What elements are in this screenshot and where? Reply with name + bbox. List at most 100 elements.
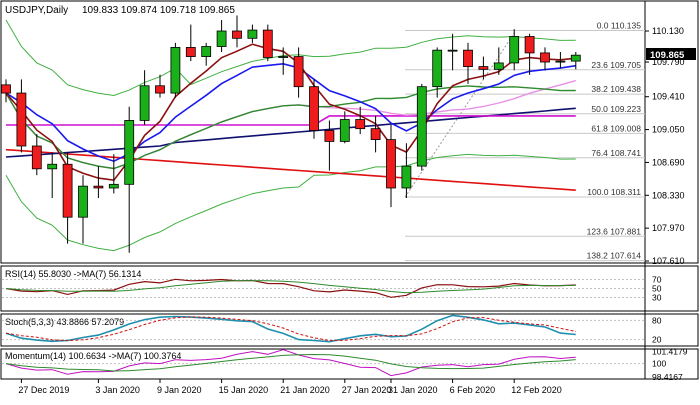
rsi-tick-label: 70 bbox=[652, 275, 662, 285]
momentum-line bbox=[5, 349, 576, 377]
fib-label: 100.0 108.311 bbox=[587, 187, 641, 197]
price-tick-label: 109.410 bbox=[652, 92, 685, 102]
ohlc-label: 109.833 109.874 109.718 109.865 bbox=[82, 5, 235, 16]
ma-10 bbox=[5, 62, 576, 163]
fib-label: 23.6 109.705 bbox=[591, 60, 641, 70]
candle-body bbox=[432, 49, 443, 88]
x-tick-label: 15 Jan 2020 bbox=[219, 385, 269, 395]
rsi-tick-label: 50 bbox=[652, 284, 662, 294]
price-tick-label: 108.690 bbox=[652, 157, 685, 167]
candle-body bbox=[232, 30, 242, 39]
candle-body bbox=[339, 119, 350, 142]
price-tick-label: 110.130 bbox=[652, 26, 684, 36]
fib-label: 138.2 107.614 bbox=[587, 251, 642, 261]
momentum-tick-label: 101.4179 bbox=[652, 346, 688, 356]
candle-body bbox=[524, 36, 535, 54]
candle-body bbox=[309, 86, 319, 131]
momentum-layer: 101.4179 100 98.4167 bbox=[2, 346, 688, 382]
candle-body bbox=[278, 56, 289, 58]
candle-body bbox=[401, 165, 412, 189]
candle-body bbox=[1, 84, 11, 94]
candle-body bbox=[293, 56, 304, 88]
stoch-d-line bbox=[5, 316, 576, 342]
x-tick-label: 31 Jan 2020 bbox=[388, 385, 438, 395]
candle-body bbox=[78, 185, 88, 218]
stoch-layer: 80 20 bbox=[2, 314, 662, 345]
x-tick-label: 27 Jan 2020 bbox=[342, 385, 392, 395]
price-tick-label: 108.330 bbox=[652, 190, 685, 200]
momentum-tick-label: 98.4167 bbox=[652, 372, 683, 382]
candle-body bbox=[478, 66, 489, 70]
momentum-ma-line bbox=[5, 353, 576, 372]
candle-body bbox=[170, 47, 181, 94]
momentum-title: Momentum(14) 100.6634 ->MA(7) 100.3764 bbox=[5, 351, 181, 361]
current-price-box bbox=[646, 48, 696, 60]
momentum-tick-label: 100 bbox=[652, 359, 666, 369]
momentum-panel-frame bbox=[0, 348, 699, 380]
rsi-line bbox=[5, 278, 576, 298]
bollinger-lower bbox=[5, 153, 576, 252]
candle-body bbox=[139, 85, 150, 121]
candle-body bbox=[355, 119, 366, 130]
stoch-k-line bbox=[5, 314, 576, 343]
stoch-panel-frame bbox=[0, 313, 699, 347]
symbol-label: USDJPY,Daily bbox=[5, 5, 68, 16]
price-axis: 110.130 109.790 109.410 109.050 108.690 108.3… bbox=[645, 26, 685, 266]
price-tick-label: 107.970 bbox=[652, 223, 685, 233]
candle-body bbox=[247, 29, 258, 39]
ma-20 bbox=[5, 85, 576, 170]
ma-100 bbox=[6, 115, 576, 126]
x-tick-label: 21 Jan 2020 bbox=[280, 385, 330, 395]
fib-trend-line bbox=[404, 30, 517, 198]
fib-label: 61.8 109.008 bbox=[591, 123, 641, 133]
candle-body bbox=[16, 92, 27, 147]
fib-label: 123.6 107.881 bbox=[587, 226, 642, 236]
candle-body bbox=[62, 163, 73, 218]
candle-body bbox=[386, 139, 396, 189]
candlestick-layer[interactable] bbox=[1, 15, 581, 253]
stoch-title: Stoch(5,3,3) 43.8866 57.2079 bbox=[5, 317, 124, 327]
stoch-tick-label: 20 bbox=[652, 335, 662, 345]
stoch-tick-label: 80 bbox=[652, 315, 662, 325]
rsi-title: RSI(14) 55.8030 ->MA(7) 56.1314 bbox=[5, 269, 141, 279]
rsi-tick-label: 30 bbox=[652, 293, 662, 303]
candle-body bbox=[262, 29, 273, 58]
x-tick-label: 12 Feb 2020 bbox=[511, 385, 562, 395]
candle-body bbox=[555, 60, 566, 63]
x-tick-label: 27 Dec 2019 bbox=[18, 385, 69, 395]
rsi-ma-line bbox=[5, 280, 576, 294]
fibonacci-layer: 0.0 110.135 23.6 109.705 38.2 109.438 50.0 … bbox=[404, 21, 645, 262]
candle-body bbox=[509, 36, 520, 64]
candle-body bbox=[324, 130, 335, 142]
x-tick-label: 3 Jan 2020 bbox=[95, 385, 140, 395]
current-price-label: 109.865 bbox=[650, 50, 685, 61]
candle-body bbox=[570, 54, 581, 62]
x-tick-label: 9 Jan 2020 bbox=[157, 385, 202, 395]
candle-body bbox=[540, 52, 550, 63]
price-tick-label: 109.790 bbox=[652, 57, 685, 67]
fib-label: 0.0 110.135 bbox=[597, 21, 642, 31]
moving-average-layer bbox=[5, 19, 576, 252]
x-tick-label: 6 Feb 2020 bbox=[450, 385, 496, 395]
candle-body bbox=[447, 49, 458, 52]
candle-body bbox=[93, 185, 104, 189]
fib-label: 50.0 109.223 bbox=[591, 104, 641, 114]
candle-body bbox=[370, 128, 381, 141]
candle-body bbox=[47, 163, 58, 170]
candle-body bbox=[185, 47, 196, 57]
fib-label: 38.2 109.438 bbox=[591, 84, 641, 94]
candle-body bbox=[463, 49, 473, 67]
candle-body bbox=[124, 120, 135, 185]
candle-body bbox=[108, 183, 119, 189]
price-tick-label: 107.610 bbox=[652, 256, 685, 266]
bollinger-upper bbox=[5, 19, 576, 97]
candle-body bbox=[216, 30, 227, 47]
x-axis: 27 Dec 2019 3 Jan 2020 9 Jan 2020 15 Jan 20… bbox=[18, 379, 562, 395]
candle-body bbox=[31, 145, 42, 170]
fib-label: 76.4 108.741 bbox=[591, 148, 641, 158]
candle-body bbox=[201, 46, 212, 57]
ma-5 bbox=[5, 43, 576, 182]
